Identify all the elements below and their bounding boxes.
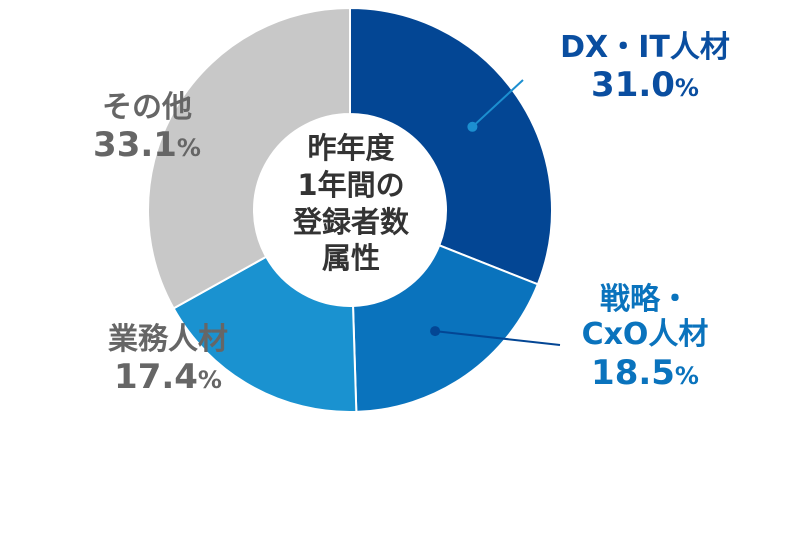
slice-value-strategy-cxo: 18.5% (540, 353, 750, 393)
slice-value-dx-it: 31.0% (530, 65, 760, 105)
slice-value-number-other: 33.1 (93, 125, 177, 166)
slice-value-number-dx-it: 31.0 (591, 65, 675, 106)
leader-line-dx-it (471, 79, 524, 128)
slice-name-other: その他 (102, 90, 192, 125)
slice-value-other: 33.1% (72, 125, 222, 165)
slice-other (147, 6, 351, 310)
slice-label-dx-it: DX・IT人材 31.0% (530, 30, 760, 106)
center-title-line-1: 昨年度 (307, 131, 395, 165)
slice-name-strategy-line-2: CxO人材 (581, 317, 709, 353)
slice-unit-other: % (176, 134, 201, 163)
slice-business (172, 255, 358, 413)
leader-dot-dx-it (467, 121, 478, 132)
slice-name-dx-it: DX・IT人材 (560, 30, 730, 65)
slice-value-number-business: 17.4 (114, 357, 198, 398)
slice-label-other: その他 33.1% (72, 90, 222, 166)
slice-dx-it (349, 6, 553, 286)
slice-unit-strategy-cxo: % (674, 361, 699, 390)
leader-line-strategy-cxo (434, 330, 561, 346)
center-title: 昨年度 1年間の 登録者数 属性 (276, 130, 426, 277)
slice-unit-business: % (197, 366, 222, 395)
slice-name-business: 業務人材 (108, 322, 228, 357)
slice-label-business: 業務人材 17.4% (88, 322, 248, 398)
center-title-line-2: 1年間の (297, 167, 405, 202)
leader-dot-strategy-cxo (430, 326, 441, 337)
slice-name-strategy-line-1: 戦略・ (600, 282, 690, 317)
slice-label-strategy-cxo: 戦略・ CxO人材 18.5% (540, 282, 750, 393)
slice-strategy-cxo (351, 244, 540, 413)
slice-unit-dx-it: % (674, 74, 699, 103)
slice-value-number-strategy-cxo: 18.5 (591, 352, 675, 393)
center-title-line-4: 属性 (321, 241, 380, 276)
slice-value-business: 17.4% (88, 357, 248, 397)
center-title-line-3: 登録者数 (292, 204, 409, 239)
